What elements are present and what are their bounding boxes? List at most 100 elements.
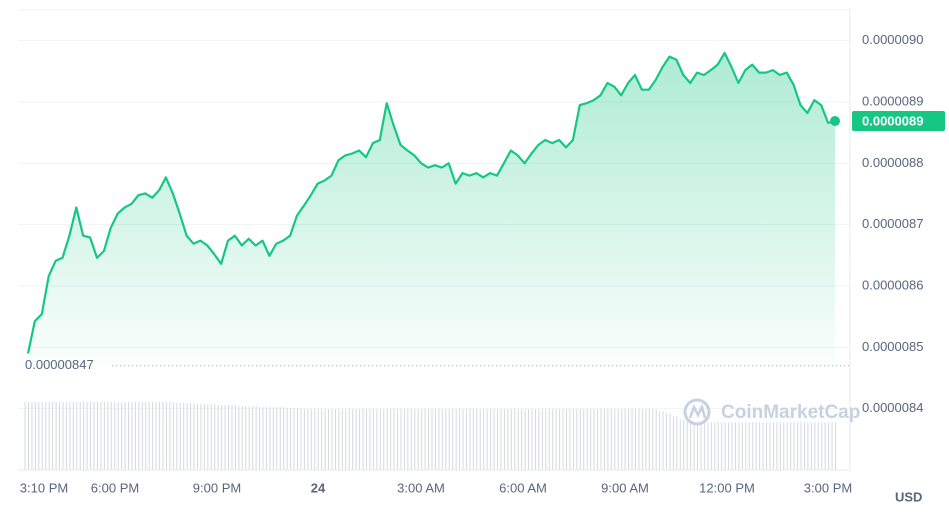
volume-bar: [134, 402, 136, 470]
volume-bar: [724, 422, 726, 470]
volume-bar: [734, 422, 736, 470]
low-label: 0.00000847: [25, 357, 94, 372]
volume-bar: [269, 407, 271, 470]
volume-bar: [386, 409, 388, 470]
volume-bar: [497, 409, 499, 470]
x-tick-label: 12:00 PM: [699, 480, 755, 495]
watermark: CoinMarketCap: [683, 398, 860, 426]
volume-bar: [303, 409, 305, 470]
volume-bar: [55, 402, 57, 470]
volume-bar: [683, 419, 685, 470]
volume-bar: [41, 402, 43, 470]
volume-bar: [752, 422, 754, 470]
volume-bar: [310, 409, 312, 470]
volume-bar: [669, 413, 671, 470]
volume-bar: [24, 402, 26, 470]
volume-bar: [148, 402, 150, 470]
volume-bar: [169, 402, 171, 470]
volume-bar: [176, 403, 178, 470]
volume-bar: [145, 402, 147, 470]
volume-bar: [334, 409, 336, 470]
volume-bar: [383, 409, 385, 470]
volume-bar: [779, 422, 781, 470]
volume-bar: [707, 422, 709, 470]
volume-bar: [534, 409, 536, 470]
volume-bar: [510, 409, 512, 470]
volume-bar: [817, 422, 819, 470]
volume-bars: [24, 402, 836, 470]
volume-bar: [96, 402, 98, 470]
volume-bar: [545, 409, 547, 470]
volume-bar: [645, 409, 647, 470]
volume-bar: [359, 409, 361, 470]
volume-bar: [248, 406, 250, 470]
volume-bar: [121, 402, 123, 470]
volume-bar: [400, 409, 402, 470]
y-tick-label: 0.0000089: [862, 93, 923, 108]
x-tick-label: 6:00 PM: [91, 480, 139, 495]
volume-bar: [65, 402, 67, 470]
volume-bar: [559, 409, 561, 470]
volume-bar: [355, 409, 357, 470]
volume-bar: [341, 409, 343, 470]
volume-bar: [214, 404, 216, 470]
x-tick-label: 3:00 AM: [397, 480, 445, 495]
volume-bar: [297, 408, 298, 470]
volume-bar: [221, 405, 223, 470]
volume-bar: [103, 402, 105, 470]
volume-bar: [741, 422, 743, 470]
volume-bar: [141, 402, 143, 470]
volume-bar: [586, 409, 588, 470]
volume-bar: [462, 409, 464, 470]
volume-bar: [835, 422, 836, 470]
volume-bar: [431, 409, 433, 470]
volume-bar: [769, 422, 771, 470]
volume-bar: [138, 402, 140, 470]
volume-bar: [155, 402, 157, 470]
volume-bar: [231, 405, 233, 470]
volume-bar: [262, 407, 264, 470]
volume-bar: [83, 402, 85, 470]
y-tick-label: 0.0000084: [862, 400, 923, 415]
volume-bar: [721, 422, 723, 470]
volume-bar: [110, 402, 112, 470]
volume-bar: [610, 409, 612, 470]
volume-bar: [800, 422, 802, 470]
volume-bar: [641, 409, 643, 470]
x-tick-label: 6:00 AM: [499, 480, 547, 495]
volume-bar: [290, 408, 292, 470]
volume-bar: [731, 422, 733, 470]
volume-bar: [579, 409, 581, 470]
volume-bar: [455, 409, 457, 470]
volume-bar: [548, 409, 550, 470]
volume-bar: [807, 422, 809, 470]
volume-bar: [614, 409, 616, 470]
volume-bar: [448, 409, 450, 470]
volume-bar: [90, 402, 92, 470]
volume-bar: [679, 419, 681, 470]
volume-bar: [224, 405, 226, 470]
volume-bar: [479, 409, 481, 470]
volume-bar: [628, 409, 630, 470]
volume-bar: [183, 403, 185, 470]
volume-bar: [403, 409, 405, 470]
price-tag: [852, 111, 945, 132]
volume-bar: [331, 409, 333, 470]
volume-bar: [472, 409, 474, 470]
volume-bar: [465, 409, 467, 470]
volume-bar: [196, 404, 198, 470]
plot: 0.00000847 0.0000089 3:10 PM 6:00 PM 9:00 PM…: [20, 51, 945, 495]
volume-bar: [34, 402, 36, 470]
volume-bar: [745, 422, 747, 470]
volume-bar: [714, 422, 716, 470]
y-tick-label: 0.0000086: [862, 277, 923, 292]
volume-bar: [552, 409, 554, 470]
volume-bar: [452, 409, 454, 470]
volume-bar: [655, 409, 657, 470]
volume-bar: [265, 407, 267, 470]
volume-bar: [321, 409, 323, 470]
volume-bar: [783, 422, 785, 470]
volume-bar: [317, 409, 319, 470]
volume-bar: [93, 402, 95, 470]
volume-bar: [648, 409, 650, 470]
